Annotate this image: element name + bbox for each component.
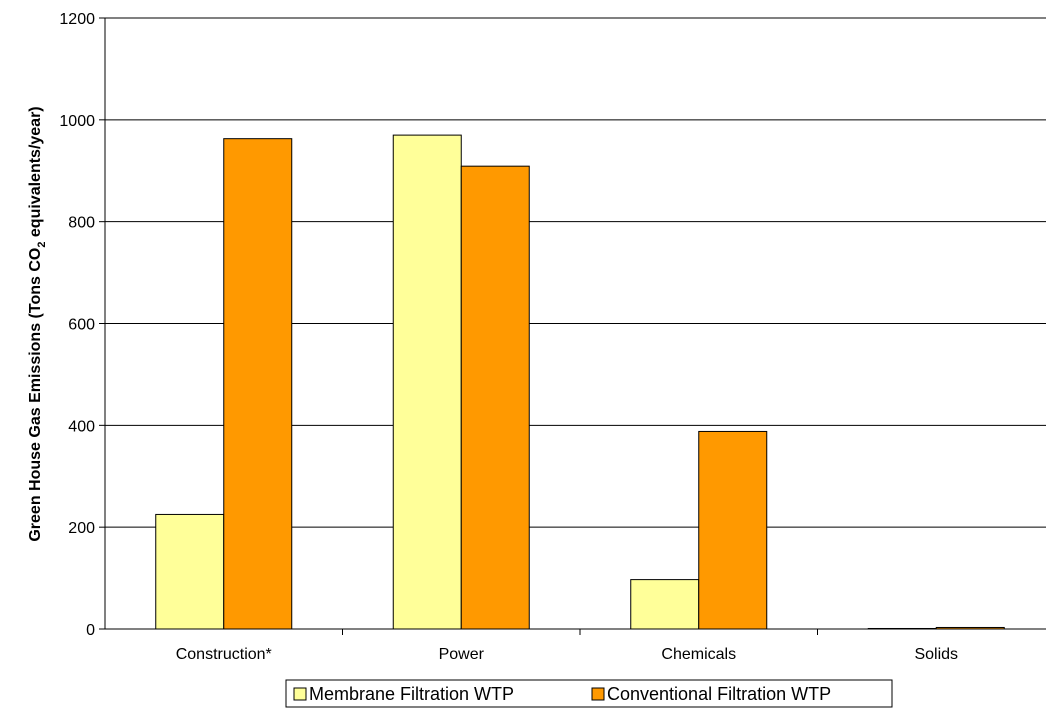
y-tick-labels: 0 200 400 600 800 1000 1200 — [59, 11, 95, 639]
y-tick-label: 400 — [68, 418, 95, 435]
y-axis-label-subscript: 2 — [36, 242, 48, 248]
y-tick-label: 0 — [86, 622, 95, 639]
bar-membrane-construction — [155, 513, 225, 630]
legend-swatch-conventional — [591, 687, 605, 701]
x-tick-labels: Construction* Power Chemicals Solids — [176, 646, 958, 663]
axes — [99, 17, 1046, 635]
bars — [155, 134, 1005, 630]
y-tick-label: 200 — [68, 520, 95, 537]
x-tick-label: Solids — [914, 646, 958, 663]
bar-membrane-power — [392, 134, 462, 630]
y-tick-label: 1000 — [59, 113, 95, 130]
y-tick-label: 800 — [68, 215, 95, 232]
legend-swatch-membrane — [293, 687, 307, 701]
legend: Membrane Filtration WTP Conventional Fil… — [285, 679, 893, 708]
legend-label-membrane: Membrane Filtration WTP — [309, 684, 514, 704]
y-axis-label: Green House Gas Emissions (Tons CO2 equi… — [27, 106, 48, 541]
bar-membrane-chemicals — [630, 579, 700, 630]
bar-conventional-construction — [223, 138, 293, 630]
bar-conventional-power — [460, 165, 530, 630]
y-tick-label: 600 — [68, 317, 95, 334]
bar-conventional-chemicals — [698, 430, 768, 630]
y-tick-label: 1200 — [59, 11, 95, 28]
x-tick-label: Chemicals — [661, 646, 736, 663]
x-tick-label: Power — [439, 646, 485, 663]
x-tick-label: Construction* — [176, 646, 272, 663]
legend-box — [285, 679, 893, 708]
legend-label-conventional: Conventional Filtration WTP — [607, 684, 831, 704]
